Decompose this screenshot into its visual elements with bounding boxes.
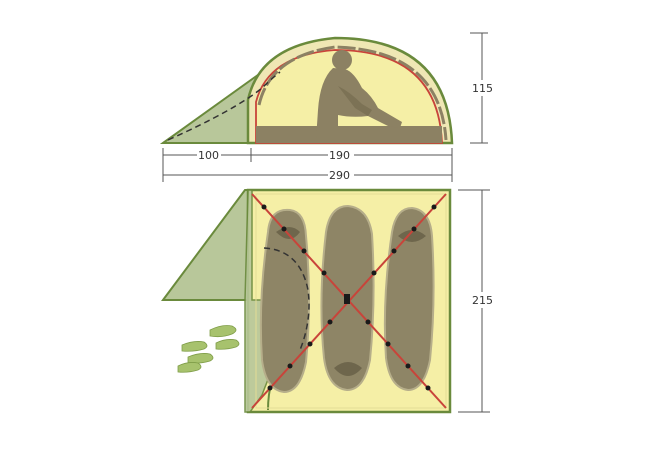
floor-plan: [161, 188, 452, 414]
side-view-dimensions: [162, 32, 488, 182]
vestibule-length-label: 100: [198, 149, 219, 162]
floor-plan-dimension: [458, 189, 490, 413]
side-view: [159, 36, 454, 145]
sleeping-bag-left: [259, 208, 310, 394]
vestibule-fly-plan: [161, 189, 253, 301]
pole-segments: [257, 45, 448, 141]
floor-strip: [256, 126, 442, 143]
inner-length-label: 190: [329, 149, 350, 162]
height-label: 115: [472, 82, 493, 95]
seated-person-silhouette: [316, 50, 402, 140]
depth-label: 215: [472, 294, 493, 307]
door-dashed-line: [167, 71, 281, 141]
pole-clips: [261, 204, 437, 391]
footprints: [177, 325, 240, 373]
total-length-label: 290: [329, 169, 350, 182]
